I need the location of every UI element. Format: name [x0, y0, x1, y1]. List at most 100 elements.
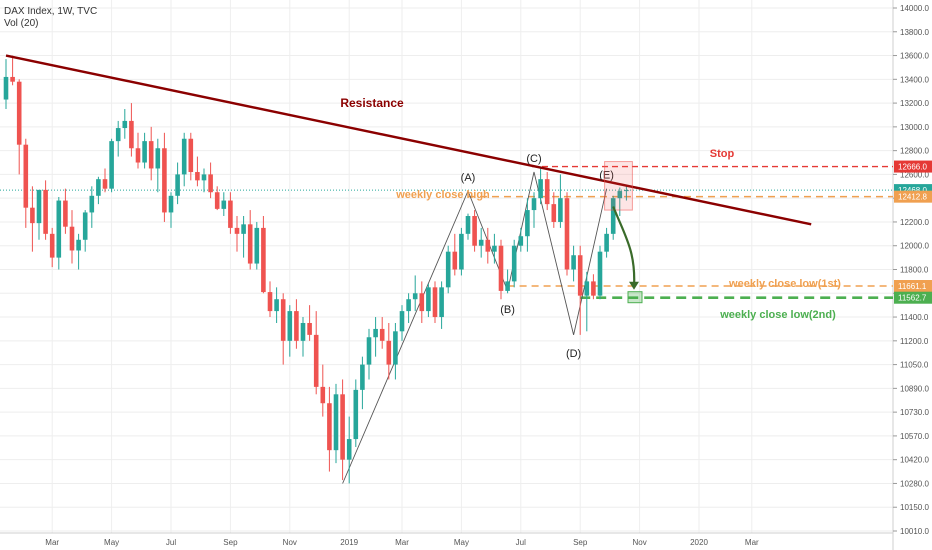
candle-body	[439, 287, 444, 318]
x-tick-label: Mar	[395, 538, 409, 547]
candle-body	[267, 292, 273, 312]
x-tick-label: 2020	[690, 538, 708, 547]
projection-arrow	[612, 206, 636, 288]
y-tick-label: 11050.0	[900, 361, 929, 370]
candle-body	[96, 179, 101, 196]
price-tag	[894, 160, 932, 173]
y-tick-label: 11400.0	[900, 313, 929, 322]
candle-body	[564, 198, 570, 270]
candle-body	[208, 174, 213, 193]
candle-body	[280, 299, 286, 341]
price-tag-label: 12666.0	[898, 163, 927, 172]
time-axis: Mar May Jul Sep Nov 2019 Mar May Jul Sep Nov 2020 Ma…	[0, 532, 893, 547]
candle-body	[102, 179, 108, 189]
x-tick-label: Mar	[745, 538, 759, 547]
y-tick-label: 11200.0	[900, 337, 929, 346]
y-tick-label: 12800.0	[900, 147, 929, 156]
price-tag-label: 11661.1	[898, 282, 927, 291]
candle-body	[531, 198, 537, 211]
candle-body	[3, 76, 9, 100]
candles	[3, 55, 629, 484]
candle-body	[505, 281, 510, 291]
candle-body	[432, 287, 438, 318]
candle-body	[188, 138, 194, 173]
candle-body	[406, 299, 411, 312]
candle-body	[195, 172, 200, 181]
x-tick-label: May	[104, 538, 119, 547]
candle-body	[544, 179, 550, 205]
price-tag	[894, 280, 932, 293]
candle-body	[274, 299, 279, 312]
candle-body	[201, 174, 207, 181]
x-tick-label: Jul	[516, 538, 526, 547]
candle-body	[89, 195, 95, 213]
y-tick-label: 13800.0	[900, 28, 929, 37]
candle-body	[445, 251, 451, 288]
annotations: Stop weekly close high weekly close low(1s…	[395, 148, 841, 360]
candle-body	[247, 224, 253, 264]
candle-body	[221, 200, 227, 209]
target-box	[627, 291, 643, 304]
candle-body	[36, 189, 42, 224]
x-tick-label: May	[454, 538, 469, 547]
candle-body	[538, 179, 543, 199]
candle-body	[168, 195, 174, 213]
stop-label: Stop	[710, 148, 735, 160]
y-tick-label: 12000.0	[900, 242, 929, 251]
weekly-close-low-1st-label: weekly close low(1st)	[728, 278, 841, 290]
candle-body	[426, 287, 431, 312]
candle-body	[452, 251, 458, 270]
candle-body	[485, 239, 491, 252]
y-tick-label: 10570.0	[900, 432, 929, 441]
wave-label: (A)	[461, 172, 476, 184]
y-tick-label: 10150.0	[900, 503, 929, 512]
candle-body	[551, 204, 557, 222]
candle-body	[498, 245, 504, 291]
candle-body	[610, 198, 616, 234]
y-tick-label: 10280.0	[900, 479, 929, 488]
candle-body	[558, 198, 563, 222]
y-tick-label: 13600.0	[900, 52, 929, 61]
y-tick-label: 13400.0	[900, 75, 929, 84]
candle-body	[129, 120, 134, 149]
candle-body	[340, 394, 345, 460]
candle-body	[261, 227, 266, 293]
candle-body	[23, 144, 29, 208]
candle-body	[353, 389, 359, 440]
y-tick-label: 12200.0	[900, 218, 929, 227]
candle-body	[373, 328, 378, 338]
wave-label: (C)	[526, 153, 541, 165]
candle-body	[617, 191, 623, 199]
candle-body	[472, 216, 477, 246]
candle-body	[63, 200, 68, 227]
chart-title: DAX Index, 1W, TVC	[4, 6, 98, 17]
candle-body	[10, 76, 15, 82]
grid-lines	[0, 0, 893, 533]
candle-body	[333, 394, 339, 451]
candle-body	[76, 239, 81, 251]
candle-body	[155, 148, 161, 169]
candle-body	[115, 128, 121, 142]
candle-body	[69, 226, 75, 251]
y-tick-label: 11800.0	[900, 266, 929, 275]
candle-body	[109, 141, 114, 189]
candle-body	[465, 216, 471, 234]
candle-body	[525, 210, 530, 237]
x-tick-label: Sep	[223, 538, 238, 547]
candle-body	[313, 334, 319, 387]
candle-body	[82, 212, 88, 240]
candle-body	[393, 331, 398, 365]
x-tick-label: Mar	[45, 538, 59, 547]
volume-label: Vol (20)	[4, 18, 39, 29]
price-axis: 14000.0 13800.0 13600.0 13400.0 13200.0 13000…	[892, 0, 929, 550]
candle-body	[346, 439, 352, 460]
candle-body	[30, 207, 35, 224]
weekly-close-high-label: weekly close high	[395, 189, 490, 201]
candle-body	[604, 233, 609, 252]
candle-body	[181, 138, 187, 175]
resistance-line	[5, 54, 812, 226]
candle-body	[379, 328, 385, 341]
price-tag-label: 11562.7	[898, 294, 927, 303]
